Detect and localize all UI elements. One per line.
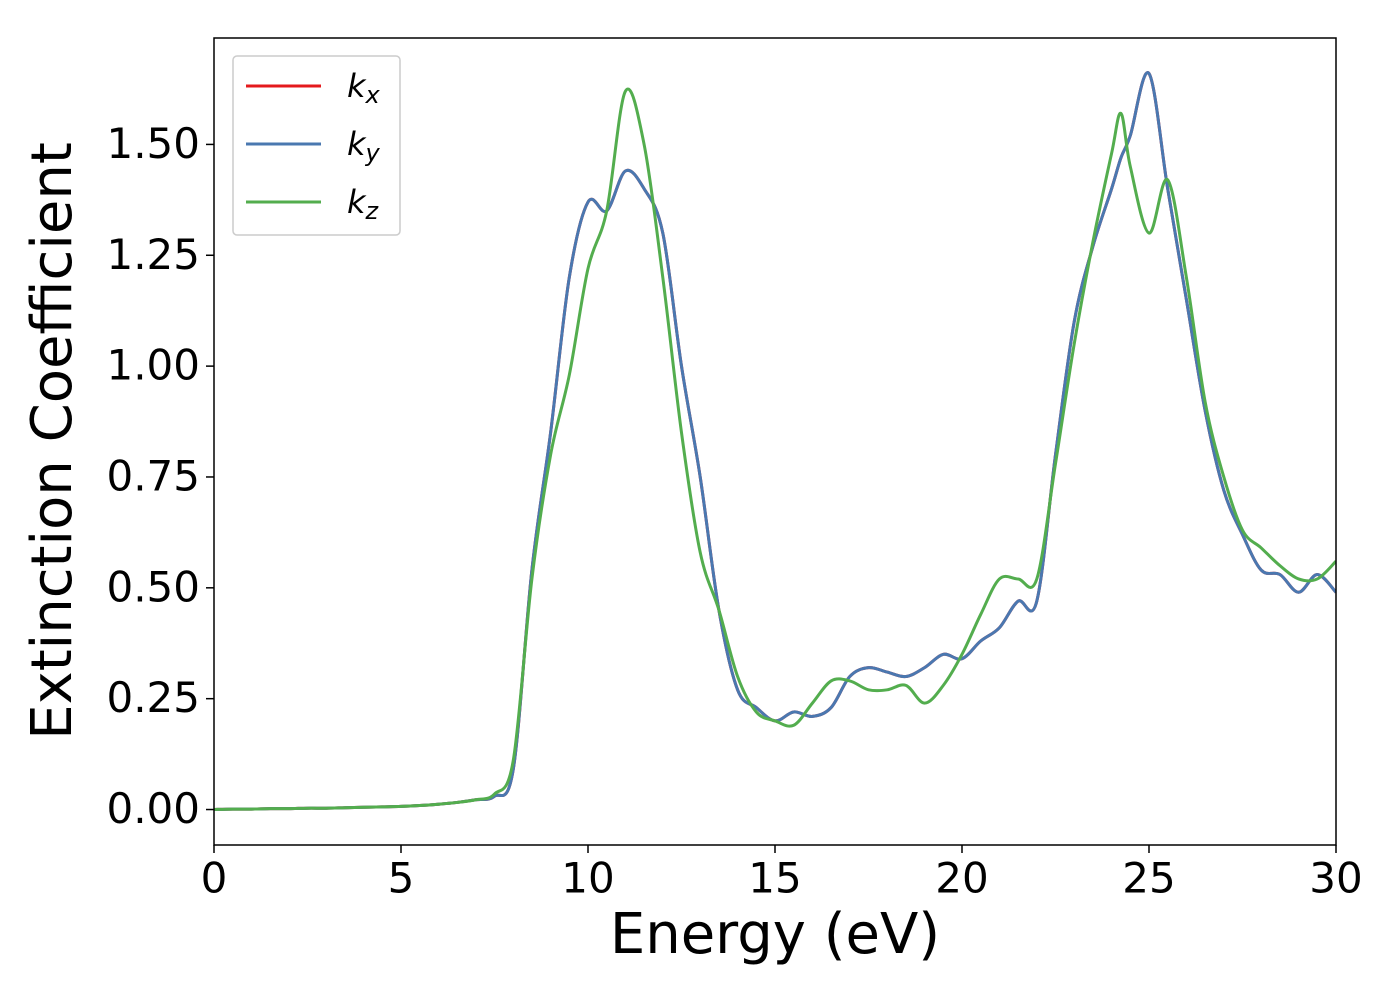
x-axis-label: Energy (eV) <box>610 902 940 967</box>
legend-label: ky <box>347 125 381 167</box>
x-tick-label: 0 <box>201 854 228 903</box>
y-tick-label: 0.75 <box>106 451 200 500</box>
y-tick-label: 0.25 <box>106 673 200 722</box>
y-tick-label: 0.50 <box>106 562 200 611</box>
line <box>214 87 1336 812</box>
x-tick-label: 20 <box>935 854 988 903</box>
x-tick-label: 5 <box>388 854 415 903</box>
plot-frame <box>213 37 1337 846</box>
y-tick-label: 1.50 <box>106 119 200 168</box>
y-tick-label: 1.00 <box>106 341 200 390</box>
x-tick-label: 30 <box>1309 854 1362 903</box>
y-tick-label: 1.25 <box>106 230 200 279</box>
y-axis-label: Extinction Coefficient <box>20 142 85 740</box>
x-tick-label: 15 <box>748 854 801 903</box>
legend-label: kz <box>347 183 380 225</box>
x-tick-label: 25 <box>1122 854 1175 903</box>
x-tick-label: 10 <box>561 854 614 903</box>
y-tick-label: 0.00 <box>106 784 200 833</box>
legend-label: kx <box>347 67 381 109</box>
